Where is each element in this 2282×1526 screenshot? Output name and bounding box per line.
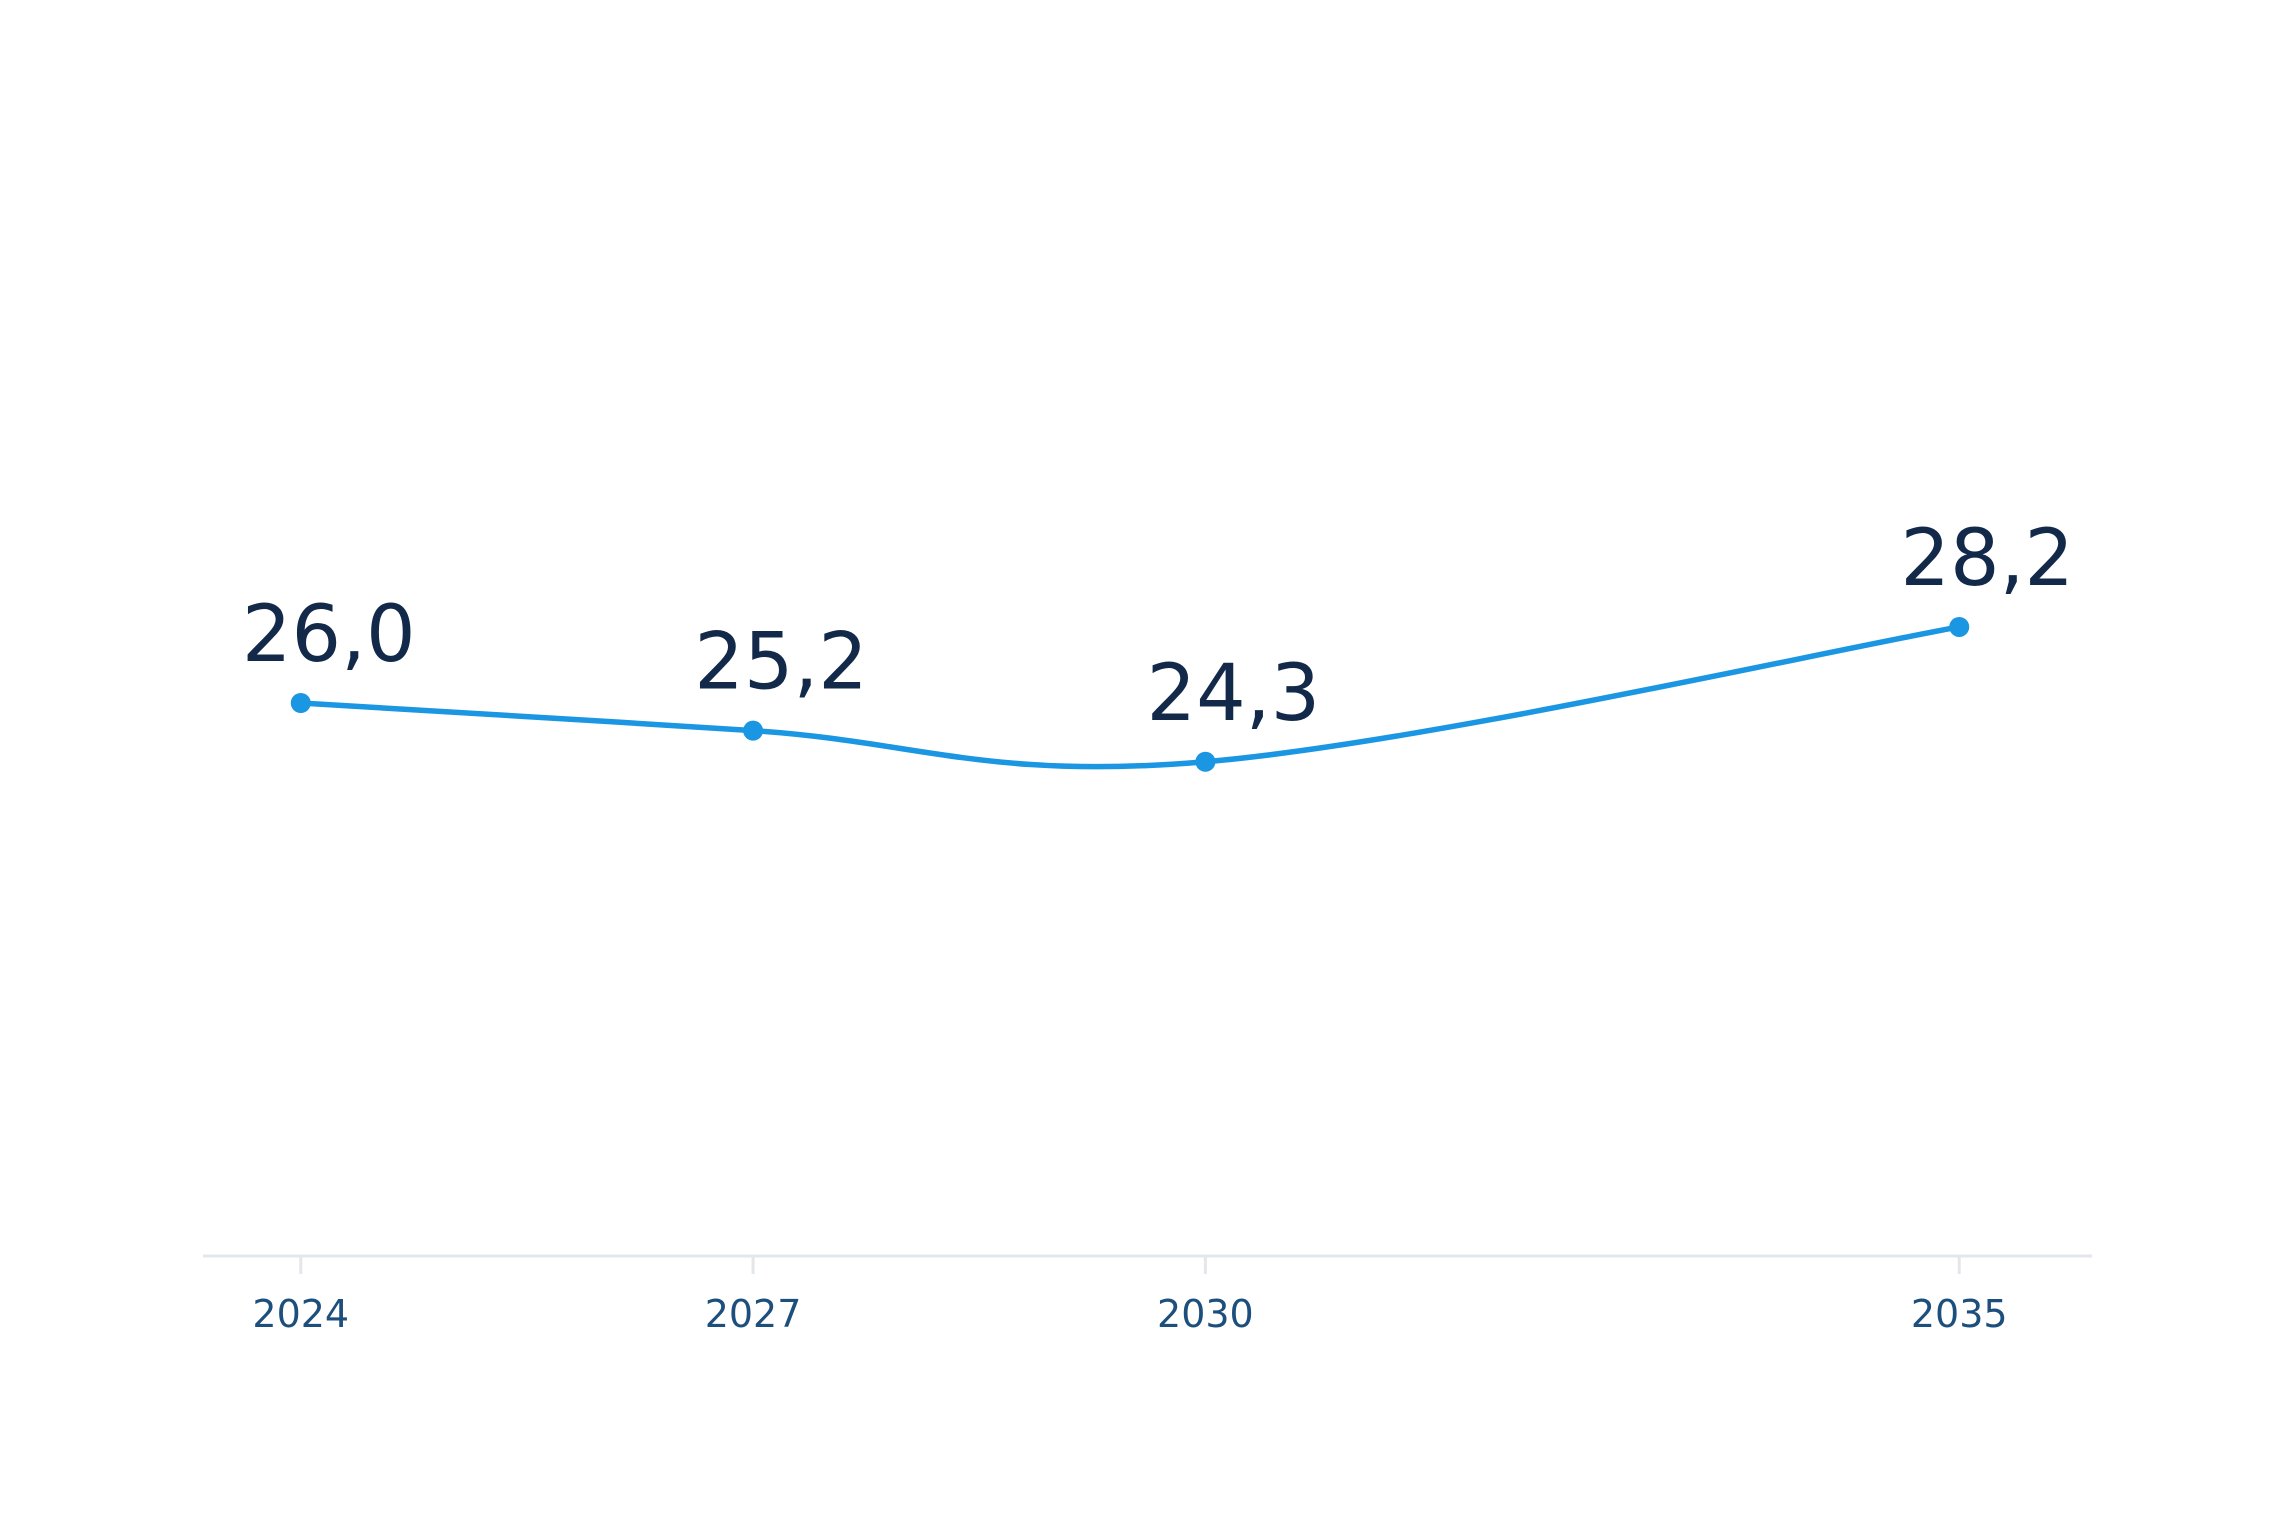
data-point-marker bbox=[290, 693, 311, 713]
x-tick-label: 2027 bbox=[705, 1292, 802, 1336]
data-point-marker bbox=[743, 720, 764, 741]
x-tick-label: 2035 bbox=[1911, 1292, 2008, 1336]
data-value-label: 25,2 bbox=[694, 618, 868, 708]
data-value-label: 28,2 bbox=[1900, 514, 2074, 604]
data-point-marker bbox=[1195, 751, 1216, 772]
x-tick-label: 2024 bbox=[252, 1292, 349, 1336]
data-markers bbox=[290, 616, 1970, 772]
x-axis-ticks: 2024 2027 2030 2035 bbox=[252, 1256, 2008, 1336]
series-line bbox=[298, 624, 1962, 770]
x-tick-label: 2030 bbox=[1157, 1292, 1254, 1336]
data-labels: 26,0 25,2 24,3 28,2 bbox=[242, 514, 2074, 739]
data-value-label: 24,3 bbox=[1147, 649, 1321, 739]
data-value-label: 26,0 bbox=[242, 590, 416, 680]
data-point-marker bbox=[1949, 616, 1970, 637]
